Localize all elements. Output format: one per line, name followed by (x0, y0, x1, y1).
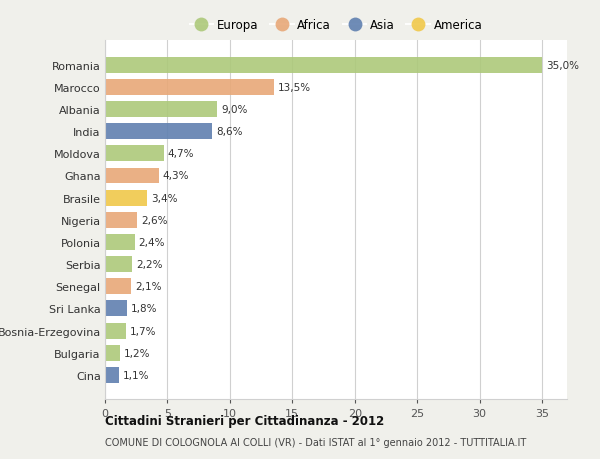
Bar (105, 80, 274, 95)
Text: 1,2%: 1,2% (124, 348, 150, 358)
Text: 2,2%: 2,2% (136, 259, 163, 269)
Text: 35,0%: 35,0% (546, 61, 579, 71)
Bar (105, 146, 164, 162)
Text: 1,8%: 1,8% (131, 304, 158, 314)
Text: Cittadini Stranieri per Cittadinanza - 2012: Cittadini Stranieri per Cittadinanza - 2… (105, 414, 384, 428)
Bar (105, 124, 212, 140)
Bar (105, 102, 217, 118)
Text: 1,1%: 1,1% (122, 370, 149, 380)
Legend: Europa, Africa, Asia, America: Europa, Africa, Asia, America (185, 14, 487, 37)
Bar (105, 168, 158, 184)
Bar (105, 367, 119, 383)
Text: 8,6%: 8,6% (216, 127, 242, 137)
Bar (105, 213, 137, 228)
Bar (105, 301, 127, 317)
Bar (105, 345, 120, 361)
Bar (105, 190, 148, 206)
Text: 2,4%: 2,4% (139, 237, 165, 247)
Text: 4,3%: 4,3% (163, 171, 189, 181)
Text: COMUNE DI COLOGNOLA AI COLLI (VR) - Dati ISTAT al 1° gennaio 2012 - TUTTITALIA.I: COMUNE DI COLOGNOLA AI COLLI (VR) - Dati… (105, 437, 526, 447)
Text: 4,7%: 4,7% (167, 149, 194, 159)
Bar (105, 257, 133, 273)
Text: 3,4%: 3,4% (151, 193, 178, 203)
Bar (105, 57, 542, 73)
Bar (105, 279, 131, 295)
Bar (105, 323, 126, 339)
Text: 9,0%: 9,0% (221, 105, 247, 115)
Text: 13,5%: 13,5% (277, 83, 310, 93)
Text: 2,1%: 2,1% (135, 282, 161, 291)
Text: 2,6%: 2,6% (141, 215, 168, 225)
Text: 1,7%: 1,7% (130, 326, 157, 336)
Bar (105, 235, 135, 251)
